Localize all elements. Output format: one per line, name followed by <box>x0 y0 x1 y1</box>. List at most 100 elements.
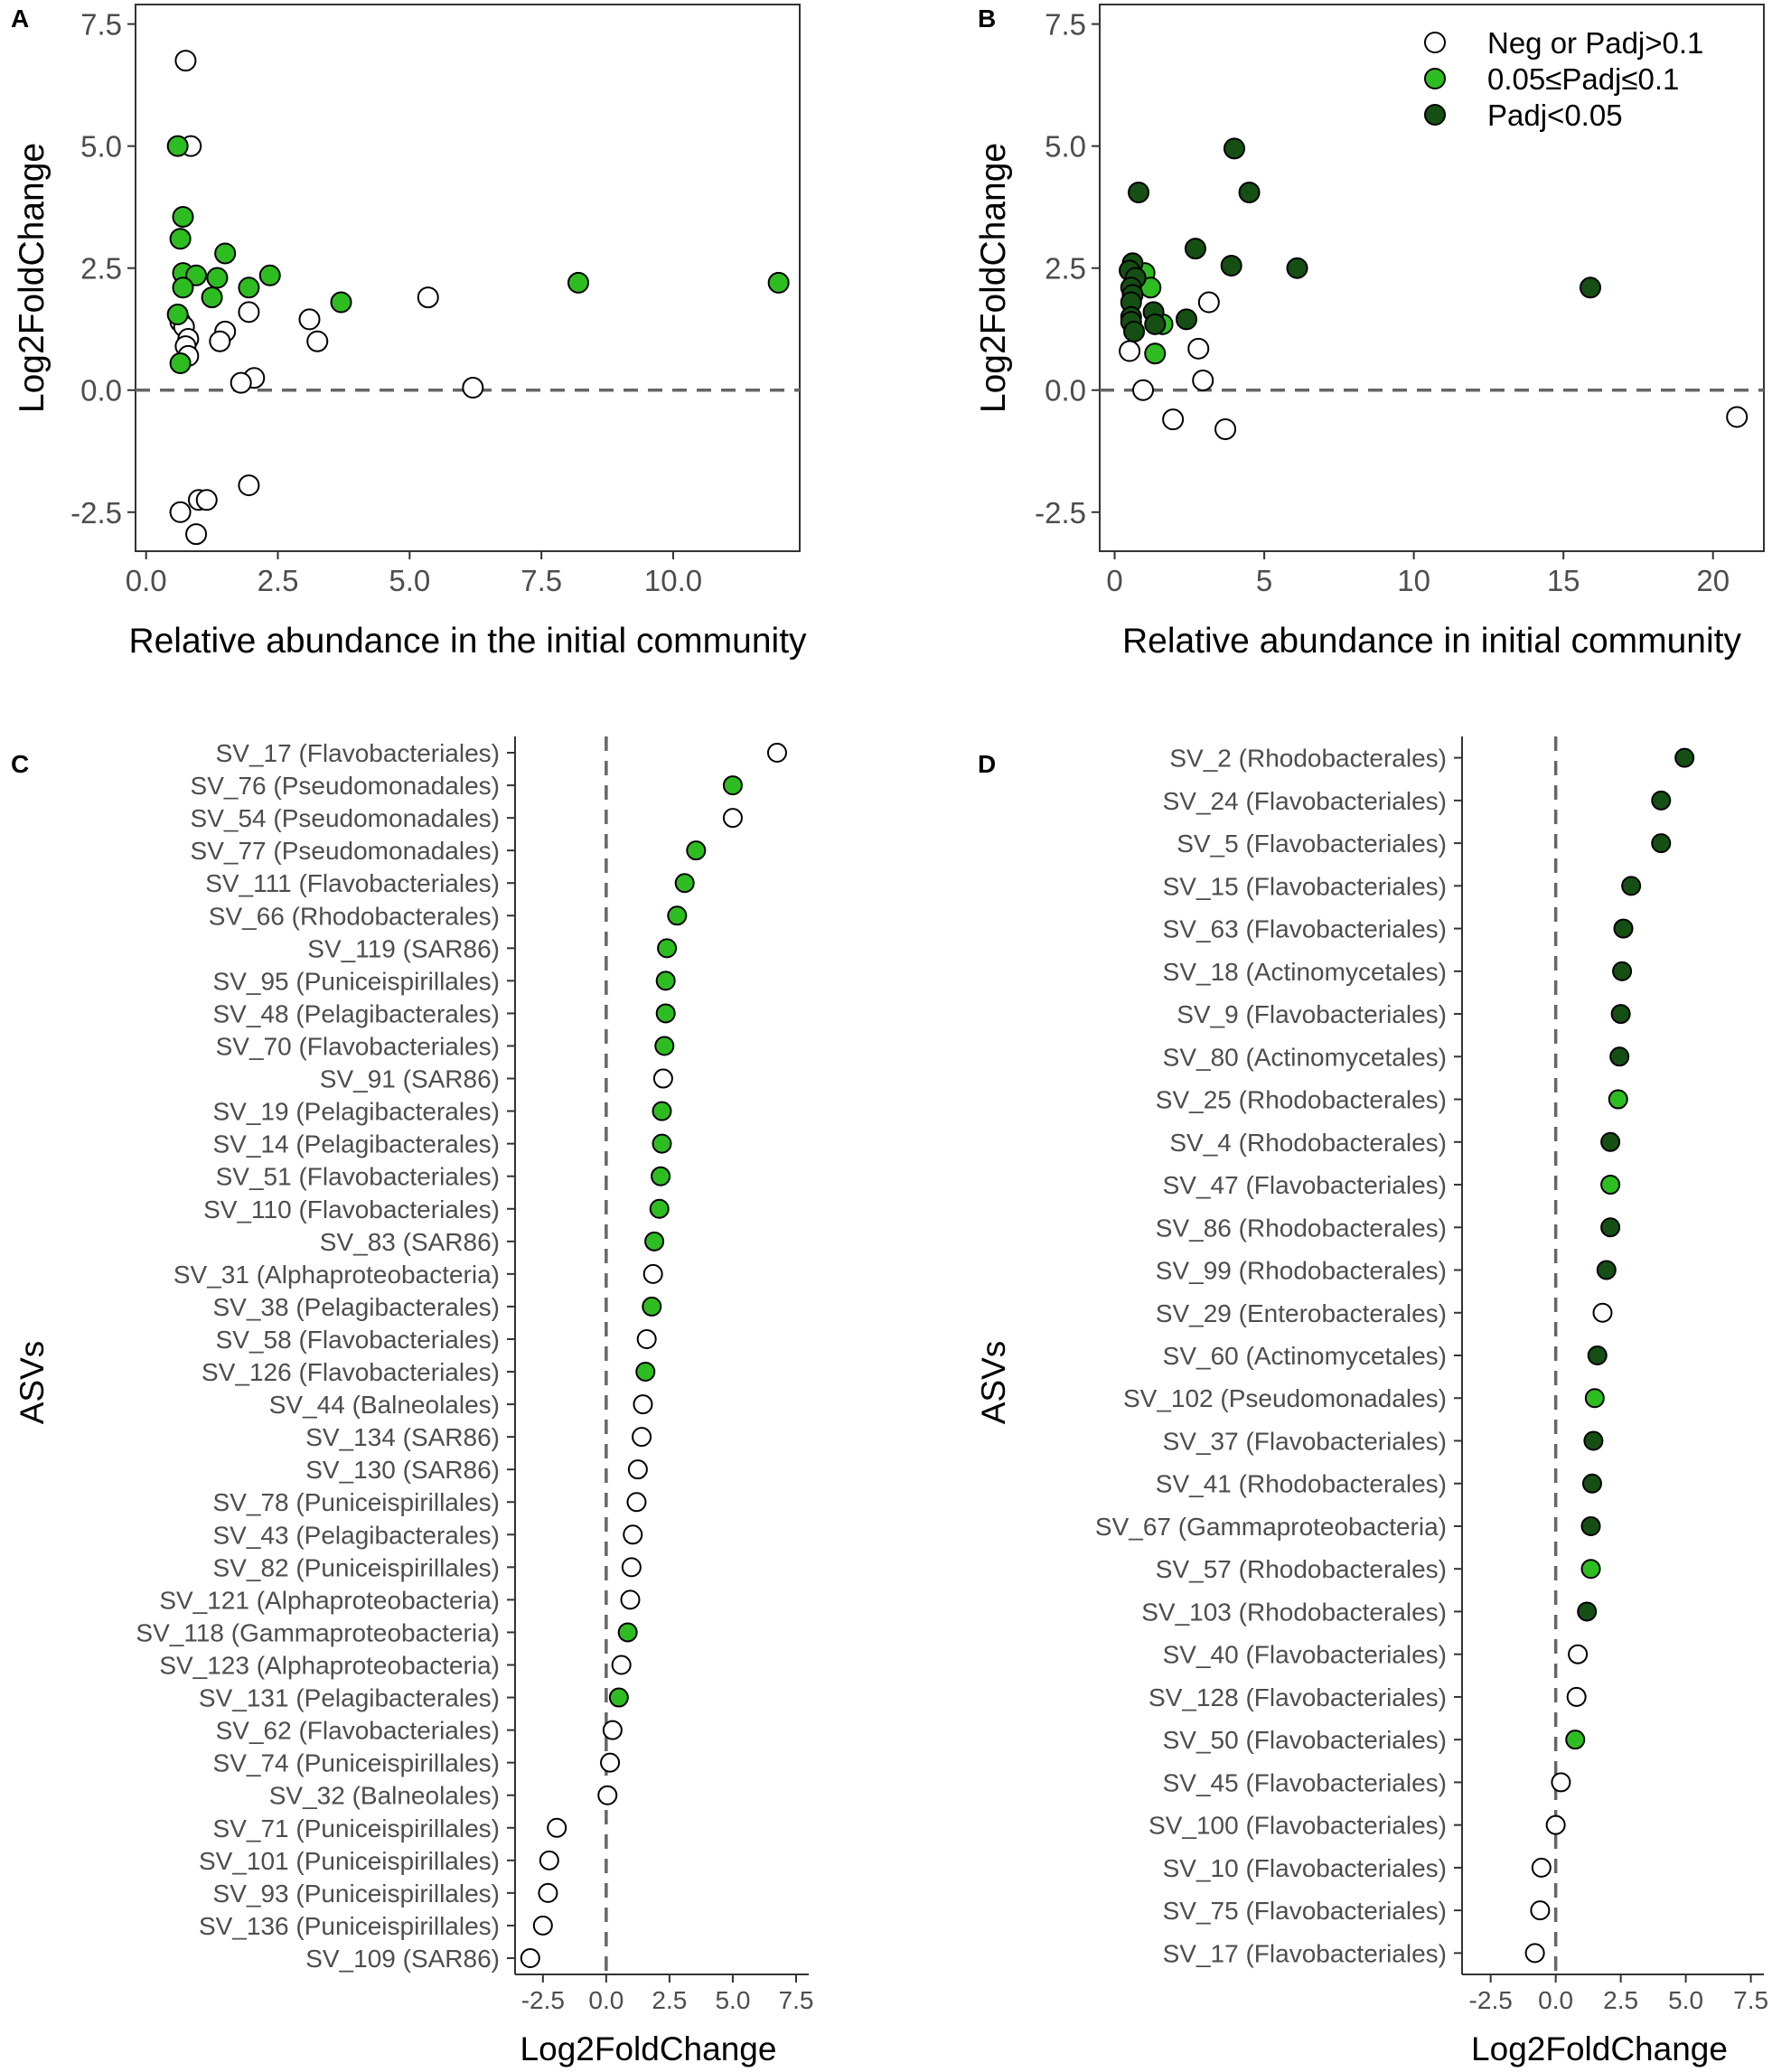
asv-label: SV_9 (Flavobacteriales) <box>1177 1000 1447 1028</box>
data-point-ns <box>538 1882 558 1903</box>
legend-swatch-ns <box>1424 32 1446 53</box>
data-point-mid <box>172 277 194 299</box>
asv-label: SV_15 (Flavobacteriales) <box>1163 872 1447 900</box>
asv-label: SV_130 (SAR86) <box>305 1456 500 1484</box>
x-tick-label: 0.0 <box>126 564 167 597</box>
data-point-ns <box>520 1947 540 1968</box>
data-point-mid <box>674 873 695 894</box>
data-point-mid <box>722 775 743 796</box>
asv-label: SV_76 (Pseudomonadales) <box>191 772 500 800</box>
panel-letter: B <box>978 5 996 33</box>
data-point-sig <box>1609 1046 1630 1067</box>
y-tick-label: -2.5 <box>70 496 122 530</box>
asv-label: SV_82 (Puniceispirillales) <box>213 1553 500 1581</box>
data-point-sig <box>1621 876 1642 896</box>
data-point-mid <box>652 1133 672 1154</box>
data-point-sig <box>1610 1004 1631 1025</box>
plot-frame <box>1099 4 1765 552</box>
data-point-ns <box>652 1068 673 1089</box>
data-point-ns <box>539 1850 559 1870</box>
x-tick-label: -2.5 <box>1469 1986 1513 2014</box>
x-tick-label: 15 <box>1547 564 1580 597</box>
data-point-sig <box>1579 277 1601 299</box>
asv-label: SV_32 (Balneolales) <box>269 1782 500 1810</box>
asv-label: SV_44 (Balneolales) <box>269 1391 500 1419</box>
asv-label: SV_75 (Flavobacteriales) <box>1163 1897 1447 1925</box>
x-tick-label: 2.5 <box>1603 1986 1638 2014</box>
asv-label: SV_58 (Flavobacteriales) <box>216 1326 500 1354</box>
asv-label: SV_50 (Flavobacteriales) <box>1163 1726 1447 1754</box>
panel-c: C -2.5 0.0 2.5 5.0 7.5 SV_17 (Flavobacteriales… <box>11 736 813 2067</box>
x-tick-label: 0.0 <box>1538 1986 1573 2014</box>
y-tick-label: 0.0 <box>80 374 122 408</box>
x-tick-label: 10.0 <box>644 564 702 597</box>
data-point-mid <box>655 970 676 991</box>
data-point-sig <box>1583 1430 1604 1451</box>
y-tick-label: -2.5 <box>1035 496 1086 530</box>
data-point-ns <box>1162 408 1185 431</box>
legend-label-sig: Padj<0.05 <box>1487 98 1623 132</box>
data-point-sig <box>1286 257 1308 279</box>
data-point-ns <box>722 808 743 829</box>
asv-label: SV_103 (Rhodobacterales) <box>1141 1598 1447 1626</box>
data-point-mid <box>617 1622 638 1643</box>
data-point-ns <box>1119 340 1141 362</box>
asv-label: SV_17 (Flavobacteriales) <box>216 739 500 767</box>
asv-label: SV_74 (Puniceispirillales) <box>213 1749 500 1777</box>
asv-label: SV_47 (Flavobacteriales) <box>1163 1171 1447 1199</box>
data-point-mid <box>655 1003 676 1024</box>
y-tick-label: 2.5 <box>1045 252 1086 286</box>
data-point-ns <box>620 1589 641 1610</box>
data-point-ns <box>1214 417 1237 440</box>
data-point-mid <box>206 267 229 289</box>
x-tick-label: 0 <box>1106 564 1122 597</box>
data-point-sig <box>1581 1473 1602 1494</box>
data-point-mid <box>169 352 192 375</box>
data-point-ns <box>1566 1686 1587 1707</box>
x-axis-title: Log2FoldChange <box>1471 2030 1728 2067</box>
data-point-mid <box>654 1036 675 1056</box>
x-tick-label: 10 <box>1397 564 1430 597</box>
data-point-sig <box>1587 1345 1608 1365</box>
data-point-ns <box>547 1817 567 1838</box>
x-axis-title: Relative abundance in the initial commun… <box>128 622 807 661</box>
x-tick-label: 7.5 <box>520 564 562 597</box>
data-point-mid <box>1600 1175 1621 1195</box>
asv-label: SV_40 (Flavobacteriales) <box>1163 1641 1447 1669</box>
x-tick-label: 5.0 <box>389 564 430 597</box>
data-point-sig <box>1613 918 1634 939</box>
data-point-ns <box>230 371 252 394</box>
asv-label: SV_43 (Pelagibacterales) <box>212 1521 500 1549</box>
data-point-sig <box>1612 961 1633 981</box>
data-point-mid <box>667 905 688 926</box>
asv-label: SV_131 (Pelagibacterales) <box>199 1684 500 1712</box>
y-axis-title: Log2FoldChange <box>13 143 52 413</box>
data-point-ns <box>1530 1900 1551 1921</box>
data-point-ns <box>1531 1857 1552 1878</box>
data-point-mid <box>214 242 237 265</box>
asv-label: SV_5 (Flavobacteriales) <box>1177 830 1447 858</box>
data-point-ns <box>623 1524 643 1545</box>
data-point-mid <box>651 1166 671 1186</box>
asv-label: SV_109 (SAR86) <box>305 1945 500 1973</box>
data-point-sig <box>1176 308 1198 331</box>
data-point-ns <box>611 1655 632 1675</box>
legend-swatch-sig <box>1424 104 1446 126</box>
data-point-sig <box>1123 320 1146 342</box>
data-point-ns <box>633 1394 653 1415</box>
data-point-sig <box>1596 1260 1617 1280</box>
data-point-mid <box>635 1362 656 1383</box>
asv-label: SV_54 (Pseudomonadales) <box>191 804 500 832</box>
data-point-ns <box>1592 1302 1613 1323</box>
data-point-mid <box>1608 1089 1628 1110</box>
asv-label: SV_128 (Flavobacteriales) <box>1149 1683 1447 1711</box>
asv-label: SV_17 (Flavobacteriales) <box>1163 1939 1447 1967</box>
x-axis-title: Relative abundance in initial community <box>1122 622 1742 661</box>
data-point-mid <box>201 286 223 309</box>
data-point-mid <box>166 304 189 326</box>
data-point-ns <box>626 1492 647 1513</box>
asv-label: SV_38 (Pelagibacterales) <box>212 1293 500 1321</box>
data-point-sig <box>1144 313 1167 335</box>
x-tick-label: 2.5 <box>652 1986 687 2014</box>
